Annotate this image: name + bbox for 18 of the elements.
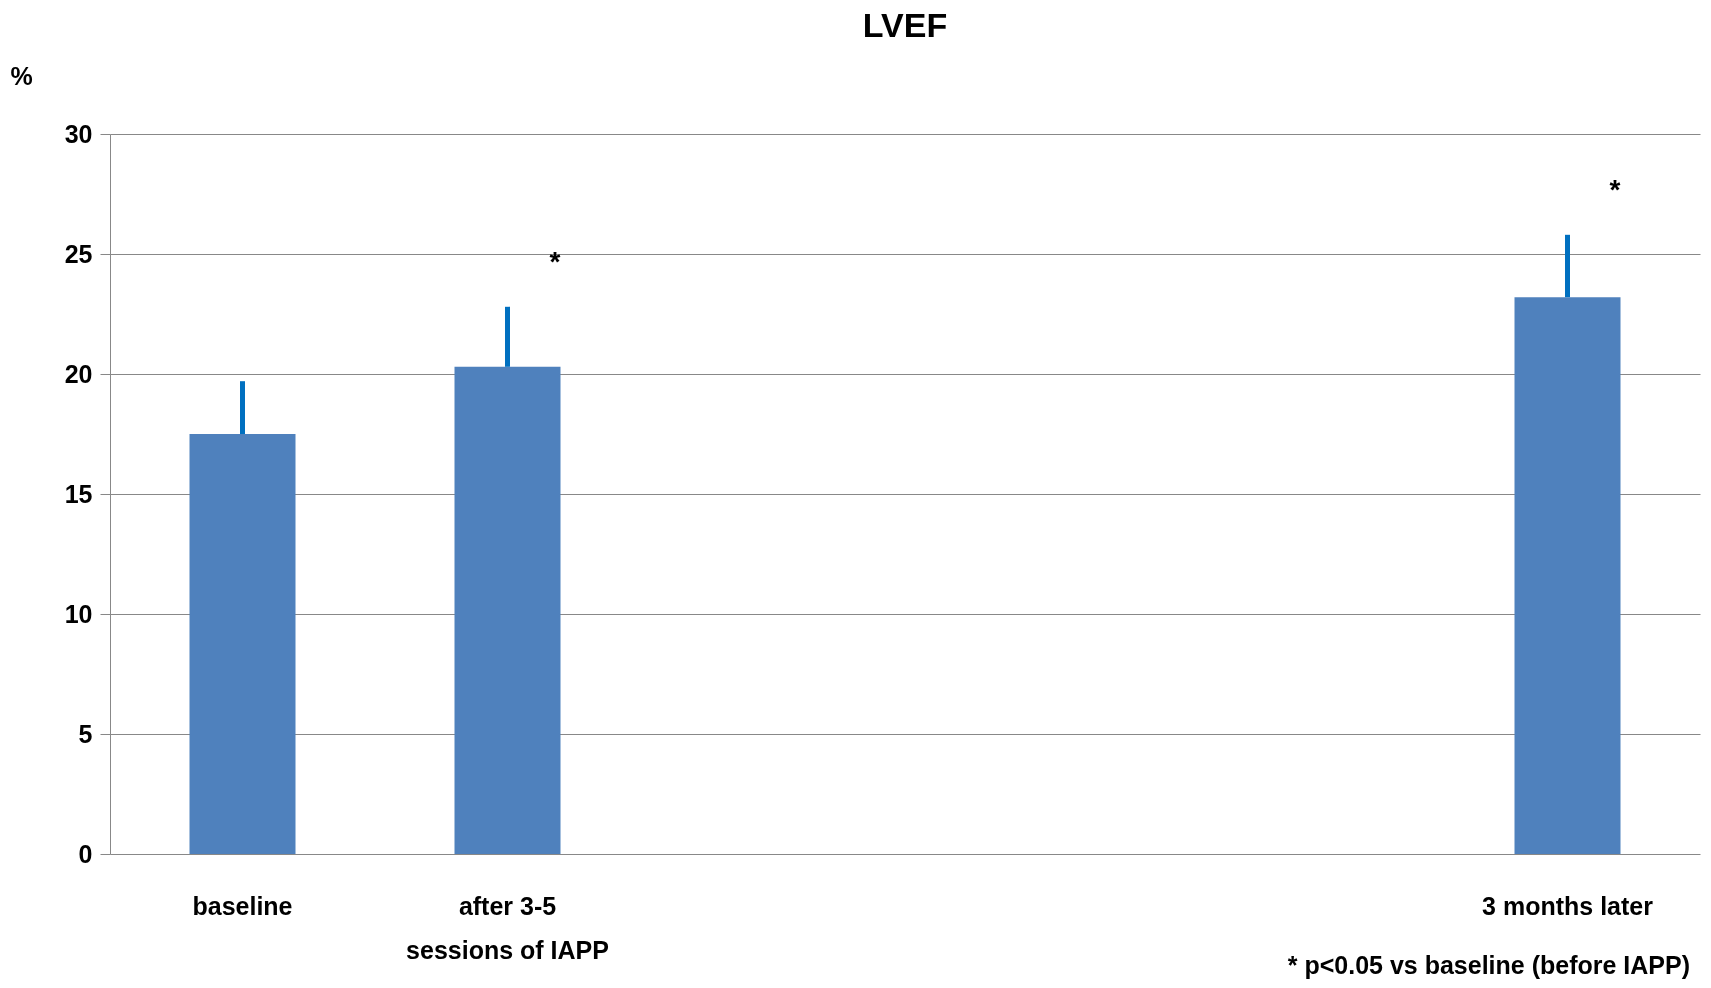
y-tick-label: 0 — [78, 839, 93, 868]
y-tick-label: 30 — [64, 119, 93, 148]
x-tick-label: 3 months later — [1482, 891, 1654, 920]
x-tick-label: baseline — [192, 891, 293, 920]
y-tick-label: 15 — [64, 479, 93, 508]
y-axis-title: % — [10, 61, 33, 90]
bar — [1514, 297, 1621, 854]
annotation: * — [549, 245, 561, 277]
x-tick-label: after 3-5 sessions of IAPP — [406, 891, 609, 964]
y-tick-label: 25 — [64, 239, 93, 268]
y-tick-label: 5 — [78, 719, 93, 748]
bar — [189, 434, 296, 854]
chart-title: LVEF — [862, 6, 948, 44]
bar — [454, 366, 561, 854]
text: * p<0.05 vs baseline (before IAPP) — [1287, 951, 1690, 979]
y-tick-label: 10 — [64, 599, 93, 628]
annotation: * — [1609, 173, 1621, 205]
y-tick-label: 20 — [64, 359, 93, 388]
